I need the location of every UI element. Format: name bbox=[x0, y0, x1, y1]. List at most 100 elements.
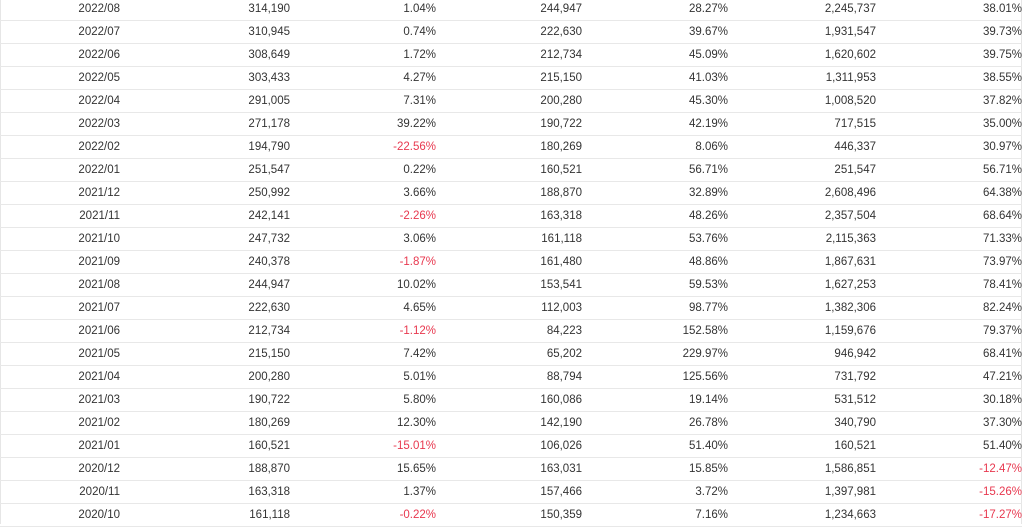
prior-year-value-cell: 65,202 bbox=[436, 342, 582, 366]
cumulative-value-cell: 160,521 bbox=[728, 434, 876, 458]
cumulative-value-cell: 946,942 bbox=[728, 342, 876, 366]
prior-year-value-cell: 200,280 bbox=[436, 89, 582, 113]
year-over-year-change-cell: 56.71% bbox=[582, 158, 728, 182]
monthly-value-cell: 308,649 bbox=[120, 43, 290, 67]
cumulative-change-cell: 56.71% bbox=[876, 158, 1022, 182]
cumulative-change-cell: 30.18% bbox=[876, 388, 1022, 412]
monthly-value-cell: 242,141 bbox=[120, 204, 290, 228]
cumulative-change-cell: 51.40% bbox=[876, 434, 1022, 458]
prior-year-value-cell: 215,150 bbox=[436, 66, 582, 90]
month-cell: 2021/10 bbox=[0, 227, 120, 251]
month-over-month-change-cell: -1.12% bbox=[290, 319, 436, 343]
table-row: 2022/03 271,178 39.22% 190,722 42.19% 717,515… bbox=[0, 112, 1022, 136]
cumulative-value-cell: 446,337 bbox=[728, 135, 876, 159]
month-over-month-change-cell: -1.87% bbox=[290, 250, 436, 274]
cumulative-change-cell: 38.55% bbox=[876, 66, 1022, 90]
month-over-month-change-cell: 7.31% bbox=[290, 89, 436, 113]
prior-year-value-cell: 150,359 bbox=[436, 503, 582, 527]
cumulative-value-cell: 1,620,602 bbox=[728, 43, 876, 67]
month-over-month-change-cell: 0.74% bbox=[290, 20, 436, 44]
monthly-value-cell: 291,005 bbox=[120, 89, 290, 113]
table-row: 2021/07 222,630 4.65% 112,003 98.77% 1,382,30… bbox=[0, 296, 1022, 320]
year-over-year-change-cell: 48.86% bbox=[582, 250, 728, 274]
month-over-month-change-cell: -2.26% bbox=[290, 204, 436, 228]
cumulative-value-cell: 1,867,631 bbox=[728, 250, 876, 274]
table-row: 2021/01 160,521 -15.01% 106,026 51.40% 160,52… bbox=[0, 434, 1022, 458]
month-cell: 2021/07 bbox=[0, 296, 120, 320]
month-over-month-change-cell: 5.01% bbox=[290, 365, 436, 389]
year-over-year-change-cell: 32.89% bbox=[582, 181, 728, 205]
month-cell: 2021/12 bbox=[0, 181, 120, 205]
month-cell: 2020/11 bbox=[0, 480, 120, 504]
prior-year-value-cell: 84,223 bbox=[436, 319, 582, 343]
monthly-value-cell: 314,190 bbox=[120, 0, 290, 21]
table-row: 2021/11 242,141 -2.26% 163,318 48.26% 2,357,5… bbox=[0, 204, 1022, 228]
month-over-month-change-cell: 3.06% bbox=[290, 227, 436, 251]
monthly-value-cell: 271,178 bbox=[120, 112, 290, 136]
month-cell: 2022/01 bbox=[0, 158, 120, 182]
year-over-year-change-cell: 7.16% bbox=[582, 503, 728, 527]
month-over-month-change-cell: 12.30% bbox=[290, 411, 436, 435]
cumulative-change-cell: 39.75% bbox=[876, 43, 1022, 67]
table-row: 2022/06 308,649 1.72% 212,734 45.09% 1,620,60… bbox=[0, 43, 1022, 67]
cumulative-change-cell: 30.97% bbox=[876, 135, 1022, 159]
cumulative-value-cell: 1,234,663 bbox=[728, 503, 876, 527]
table-row: 2021/09 240,378 -1.87% 161,480 48.86% 1,867,6… bbox=[0, 250, 1022, 274]
cumulative-value-cell: 1,311,953 bbox=[728, 66, 876, 90]
cumulative-value-cell: 2,115,363 bbox=[728, 227, 876, 251]
prior-year-value-cell: 180,269 bbox=[436, 135, 582, 159]
month-over-month-change-cell: 39.22% bbox=[290, 112, 436, 136]
month-cell: 2021/06 bbox=[0, 319, 120, 343]
cumulative-value-cell: 1,397,981 bbox=[728, 480, 876, 504]
month-cell: 2021/11 bbox=[0, 204, 120, 228]
cumulative-change-cell: 78.41% bbox=[876, 273, 1022, 297]
month-over-month-change-cell: 1.04% bbox=[290, 0, 436, 21]
cumulative-value-cell: 1,627,253 bbox=[728, 273, 876, 297]
prior-year-value-cell: 112,003 bbox=[436, 296, 582, 320]
cumulative-change-cell: 68.41% bbox=[876, 342, 1022, 366]
month-over-month-change-cell: -15.01% bbox=[290, 434, 436, 458]
prior-year-value-cell: 161,118 bbox=[436, 227, 582, 251]
year-over-year-change-cell: 28.27% bbox=[582, 0, 728, 21]
table-row: 2022/02 194,790 -22.56% 180,269 8.06% 446,337… bbox=[0, 135, 1022, 159]
month-cell: 2022/02 bbox=[0, 135, 120, 159]
cumulative-change-cell: -17.27% bbox=[876, 503, 1022, 527]
month-cell: 2020/10 bbox=[0, 503, 120, 527]
cumulative-change-cell: 79.37% bbox=[876, 319, 1022, 343]
month-cell: 2022/04 bbox=[0, 89, 120, 113]
month-over-month-change-cell: 10.02% bbox=[290, 273, 436, 297]
cumulative-value-cell: 731,792 bbox=[728, 365, 876, 389]
month-cell: 2022/07 bbox=[0, 20, 120, 44]
year-over-year-change-cell: 15.85% bbox=[582, 457, 728, 481]
table-row: 2021/03 190,722 5.80% 160,086 19.14% 531,512 3… bbox=[0, 388, 1022, 412]
month-cell: 2021/01 bbox=[0, 434, 120, 458]
month-over-month-change-cell: 1.72% bbox=[290, 43, 436, 67]
monthly-value-cell: 190,722 bbox=[120, 388, 290, 412]
year-over-year-change-cell: 51.40% bbox=[582, 434, 728, 458]
monthly-value-cell: 244,947 bbox=[120, 273, 290, 297]
monthly-value-cell: 251,547 bbox=[120, 158, 290, 182]
month-cell: 2021/04 bbox=[0, 365, 120, 389]
table-row: 2022/01 251,547 0.22% 160,521 56.71% 251,547 5… bbox=[0, 158, 1022, 182]
prior-year-value-cell: 142,190 bbox=[436, 411, 582, 435]
table-row: 2020/10 161,118 -0.22% 150,359 7.16% 1,234,66… bbox=[0, 503, 1022, 527]
cumulative-change-cell: -12.47% bbox=[876, 457, 1022, 481]
year-over-year-change-cell: 59.53% bbox=[582, 273, 728, 297]
table-row: 2022/07 310,945 0.74% 222,630 39.67% 1,931,54… bbox=[0, 20, 1022, 44]
monthly-value-cell: 180,269 bbox=[120, 411, 290, 435]
table-row: 2021/08 244,947 10.02% 153,541 59.53% 1,627,2… bbox=[0, 273, 1022, 297]
monthly-value-cell: 163,318 bbox=[120, 480, 290, 504]
month-over-month-change-cell: 15.65% bbox=[290, 457, 436, 481]
year-over-year-change-cell: 19.14% bbox=[582, 388, 728, 412]
cumulative-change-cell: 39.73% bbox=[876, 20, 1022, 44]
cumulative-value-cell: 1,008,520 bbox=[728, 89, 876, 113]
month-cell: 2022/06 bbox=[0, 43, 120, 67]
cumulative-change-cell: 82.24% bbox=[876, 296, 1022, 320]
monthly-value-cell: 160,521 bbox=[120, 434, 290, 458]
month-over-month-change-cell: -22.56% bbox=[290, 135, 436, 159]
year-over-year-change-cell: 3.72% bbox=[582, 480, 728, 504]
prior-year-value-cell: 160,086 bbox=[436, 388, 582, 412]
prior-year-value-cell: 163,318 bbox=[436, 204, 582, 228]
